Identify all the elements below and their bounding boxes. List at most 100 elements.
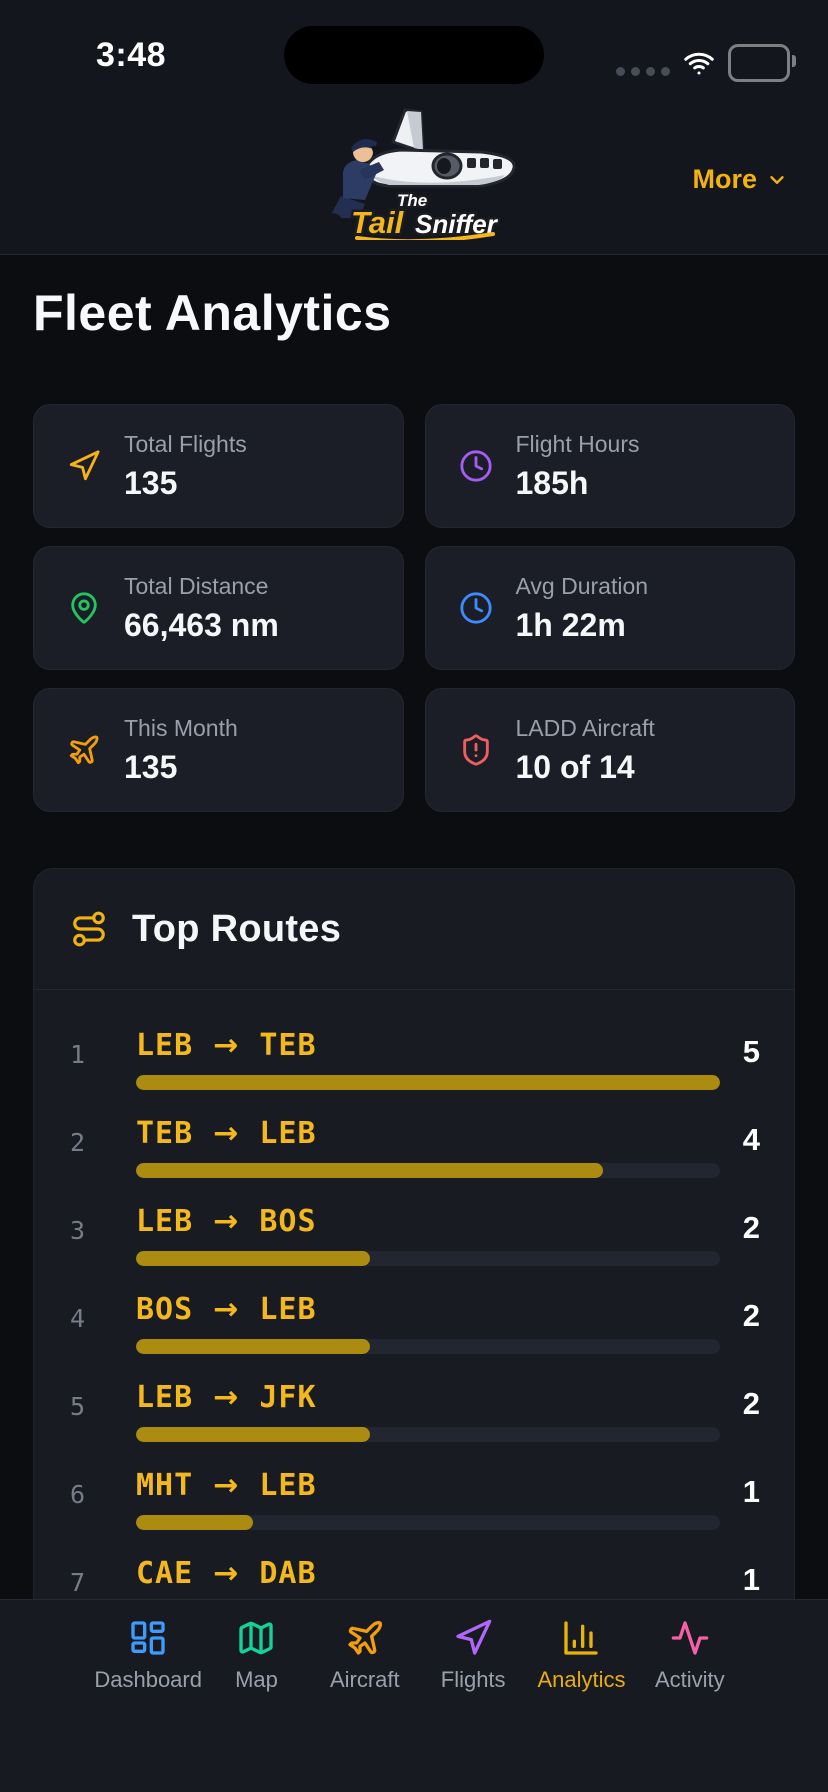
route-count: 2 (742, 1210, 760, 1245)
stat-card-flight-hours: Flight Hours 185h (424, 404, 795, 528)
nav-item-analytics[interactable]: Analytics (527, 1618, 635, 1693)
route-from: LEB (136, 1380, 194, 1415)
arrow-right-icon: → (213, 1380, 240, 1415)
nav-item-aircraft[interactable]: Aircraft (311, 1618, 419, 1693)
nav-item-activity[interactable]: Activity (636, 1618, 744, 1693)
stat-value: 10 of 14 (515, 748, 635, 785)
dashboard-icon (128, 1618, 168, 1658)
route-rank: 3 (70, 1216, 86, 1245)
clock-icon (459, 449, 493, 483)
route-to: JFK (259, 1380, 317, 1415)
bar-chart-icon (561, 1618, 601, 1658)
route-count: 1 (742, 1474, 760, 1509)
route-bar-fill (136, 1251, 370, 1266)
nav-label: Dashboard (94, 1667, 202, 1692)
stat-value: 135 (124, 748, 178, 785)
stat-card-total-flights: Total Flights 135 (33, 404, 404, 528)
top-routes-list[interactable]: 1 LEB → TEB 5 2 TEB → LEB 4 (34, 990, 794, 1632)
more-button[interactable]: More (688, 160, 792, 199)
activity-icon (670, 1618, 710, 1658)
arrow-right-icon: → (213, 1292, 240, 1327)
nav-item-dashboard[interactable]: Dashboard (94, 1618, 202, 1693)
route-from: LEB (136, 1028, 194, 1063)
route-codes: BOS → LEB (136, 1292, 317, 1327)
arrow-right-icon: → (213, 1116, 240, 1151)
stats-grid: Total Flights 135 Flight Hours 185h Tota… (33, 404, 795, 812)
nav-item-map[interactable]: Map (202, 1618, 310, 1693)
route-from: BOS (136, 1292, 194, 1327)
stat-label: Flight Hours (515, 430, 640, 457)
route-bar-fill (136, 1427, 370, 1442)
pilot-legs (329, 196, 365, 218)
app-header: 3:48 (0, 0, 828, 255)
logo-text-sniffer: Sniffer (415, 209, 499, 239)
status-icons (616, 44, 796, 82)
route-bar-track (136, 1075, 720, 1090)
route-to: TEB (259, 1028, 317, 1063)
route-codes: LEB → TEB (136, 1028, 317, 1063)
route-bar-fill (136, 1075, 720, 1090)
route-rank: 2 (70, 1128, 86, 1157)
top-routes-header: Top Routes (34, 869, 794, 990)
route-count: 2 (742, 1298, 760, 1333)
stat-value: 185h (515, 464, 589, 501)
nav-label: Flights (440, 1667, 506, 1692)
stat-card-this-month: This Month 135 (33, 688, 404, 812)
stat-card-total-distance: Total Distance 66,463 nm (33, 546, 404, 670)
tail-sniffer-logo[interactable]: The Tail Sniffer (301, 106, 527, 245)
stat-value: 135 (124, 464, 178, 501)
clock-icon (459, 591, 493, 625)
logo-text-the: The (397, 191, 427, 210)
wifi-icon (681, 48, 717, 78)
arrow-right-icon: → (213, 1204, 240, 1239)
route-from: LEB (136, 1204, 194, 1239)
route-row: 4 BOS → LEB 2 (34, 1280, 794, 1368)
stat-label: Total Distance (124, 572, 269, 599)
route-from: CAE (136, 1556, 194, 1591)
logo-text-tail: Tail (351, 205, 405, 240)
route-row: 3 LEB → BOS 2 (34, 1192, 794, 1280)
route-codes: CAE → DAB (136, 1556, 317, 1591)
stat-label: This Month (124, 714, 238, 741)
route-bar-fill (136, 1339, 370, 1354)
route-bar-fill (136, 1163, 604, 1178)
route-codes: LEB → BOS (136, 1204, 317, 1239)
navigation-icon (453, 1618, 493, 1658)
route-rank: 6 (70, 1480, 86, 1509)
route-bar-track (136, 1339, 720, 1354)
route-row: 6 MHT → LEB 1 (34, 1456, 794, 1544)
route-row: 1 LEB → TEB 5 (34, 1016, 794, 1104)
page-title: Fleet Analytics (33, 285, 392, 341)
nav-label: Analytics (537, 1667, 626, 1692)
route-bar-track (136, 1251, 720, 1266)
plane-icon (345, 1618, 385, 1658)
route-count: 1 (742, 1562, 760, 1597)
cellular-dots-icon (616, 66, 670, 76)
route-to: LEB (259, 1468, 317, 1503)
status-time: 3:48 (95, 36, 167, 74)
route-codes: LEB → JFK (136, 1380, 317, 1415)
pilot-hat (351, 139, 377, 152)
nav-label: Aircraft (329, 1667, 400, 1692)
nav-item-flights[interactable]: Flights (419, 1618, 527, 1693)
map-icon (236, 1618, 276, 1658)
route-rank: 1 (70, 1040, 86, 1069)
stat-label: Avg Duration (515, 572, 649, 599)
route-to: DAB (259, 1556, 317, 1591)
route-codes: TEB → LEB (136, 1116, 317, 1151)
stat-label: Total Flights (124, 430, 247, 457)
stat-value: 66,463 nm (124, 606, 279, 643)
arrow-right-icon: → (213, 1556, 240, 1591)
route-bar-track (136, 1427, 720, 1442)
dynamic-island (284, 26, 544, 84)
route-from: TEB (136, 1116, 194, 1151)
arrow-right-icon: → (213, 1468, 240, 1503)
route-row: 2 TEB → LEB 4 (34, 1104, 794, 1192)
route-bar-fill (136, 1515, 253, 1530)
pilot-arm (359, 162, 384, 180)
stat-card-avg-duration: Avg Duration 1h 22m (424, 546, 795, 670)
nav-label: Map (235, 1667, 278, 1692)
route-rank: 5 (70, 1392, 86, 1421)
stat-value: 1h 22m (515, 606, 626, 643)
